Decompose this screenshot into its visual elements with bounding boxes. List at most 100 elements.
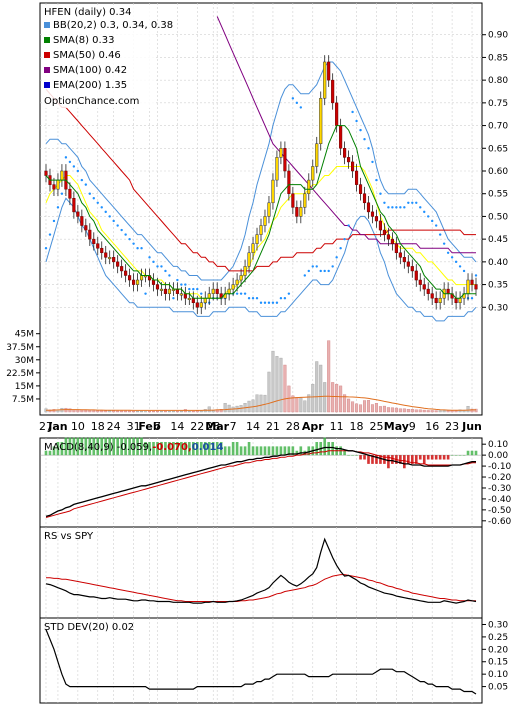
watermark-text: OptionChance.com bbox=[44, 96, 139, 107]
volume-bar bbox=[430, 410, 434, 413]
volume-bar bbox=[319, 364, 323, 413]
rs-panel bbox=[39, 526, 483, 619]
volume-bar bbox=[366, 400, 371, 413]
candle-body bbox=[183, 293, 187, 299]
volume-bar bbox=[394, 407, 398, 413]
macd-histogram-bar bbox=[259, 446, 263, 456]
volume-bar bbox=[323, 382, 327, 413]
volume-bar bbox=[311, 383, 315, 413]
macd-histogram-bar bbox=[80, 437, 84, 456]
macd-histogram-bar bbox=[287, 446, 291, 456]
candle-body bbox=[323, 61, 327, 99]
volume-bar bbox=[144, 411, 148, 413]
macd-histogram-bar bbox=[291, 446, 295, 456]
candle-body bbox=[263, 216, 267, 226]
volume-bar bbox=[191, 410, 195, 413]
x-tick-label: Apr bbox=[302, 420, 324, 433]
macd-histogram-bar bbox=[279, 446, 283, 456]
candle-body bbox=[195, 302, 199, 308]
volume-bar bbox=[187, 411, 191, 413]
trend-dot bbox=[438, 233, 442, 236]
macd-histogram-bar bbox=[454, 455, 458, 456]
macd-histogram-bar bbox=[426, 455, 430, 460]
volume-bar bbox=[303, 400, 307, 413]
volume-bar bbox=[307, 394, 311, 413]
volume-bar bbox=[247, 400, 251, 413]
candle-body bbox=[438, 297, 442, 303]
stddev-tick-label: 0.15 bbox=[488, 658, 508, 668]
chart-title: HFEN (daily) 0.34 bbox=[44, 7, 131, 18]
trend-dot bbox=[307, 269, 310, 273]
candle-body bbox=[179, 293, 183, 296]
price-tick-label: 0.80 bbox=[488, 76, 508, 86]
candle-body bbox=[175, 288, 179, 294]
candle-body bbox=[311, 166, 315, 181]
candle-body bbox=[358, 184, 363, 194]
x-tick-label: Mar bbox=[205, 420, 229, 433]
candle-body bbox=[398, 252, 402, 258]
macd-histogram-bar bbox=[231, 442, 235, 456]
macd-histogram-bar bbox=[172, 442, 175, 456]
candle-body bbox=[159, 288, 164, 291]
macd-histogram-bar bbox=[76, 437, 80, 456]
volume-bar bbox=[199, 410, 203, 413]
candle-body bbox=[343, 148, 347, 158]
macd-histogram-bar bbox=[458, 455, 462, 456]
trend-dot bbox=[184, 283, 187, 286]
x-tick-label: May bbox=[384, 420, 409, 433]
trend-dot bbox=[116, 224, 119, 227]
candle-body bbox=[155, 284, 160, 290]
trend-dot bbox=[442, 242, 446, 245]
macd-histogram-bar bbox=[96, 437, 100, 456]
macd-histogram-bar bbox=[275, 446, 279, 456]
trend-dot bbox=[311, 265, 314, 268]
volume-bar bbox=[116, 410, 120, 413]
candle-body bbox=[52, 184, 56, 190]
macd-tick-label: -0.20 bbox=[488, 473, 512, 483]
volume-bar bbox=[179, 410, 183, 413]
candle-body bbox=[271, 179, 275, 204]
candle-body bbox=[88, 229, 92, 240]
volume-bar bbox=[207, 406, 211, 413]
candle-body bbox=[430, 293, 434, 299]
candle-body bbox=[68, 188, 72, 199]
volume-bar bbox=[446, 410, 450, 413]
trend-dot bbox=[450, 256, 454, 259]
trend-dot bbox=[379, 192, 382, 195]
candle-body bbox=[307, 179, 311, 194]
macd-histogram-bar bbox=[124, 437, 127, 456]
trend-dot bbox=[144, 292, 147, 295]
trend-dot bbox=[180, 283, 183, 286]
trend-dot bbox=[172, 297, 175, 300]
macd-histogram-bar bbox=[410, 455, 414, 464]
macd-histogram-bar bbox=[72, 437, 76, 456]
volume-bar bbox=[295, 397, 299, 413]
macd-histogram-bar bbox=[223, 446, 227, 456]
macd-histogram-bar bbox=[176, 442, 179, 456]
macd-histogram-bar bbox=[251, 446, 255, 456]
volume-bar bbox=[52, 409, 56, 413]
candle-body bbox=[422, 284, 426, 290]
volume-bar bbox=[251, 399, 255, 413]
macd-histogram-bar bbox=[184, 442, 187, 456]
trend-dot bbox=[48, 233, 52, 236]
macd-histogram-bar bbox=[188, 442, 191, 456]
macd-histogram-bar bbox=[446, 455, 450, 460]
legend-entry: SMA(50) 0.46 bbox=[53, 50, 121, 61]
legend-background bbox=[42, 5, 154, 108]
trend-dot bbox=[299, 106, 303, 109]
volume-bar bbox=[390, 407, 394, 413]
bb-upper-line bbox=[45, 61, 477, 281]
macd-tick-label: -0.10 bbox=[488, 462, 512, 472]
trend-dot bbox=[319, 269, 322, 273]
macd-histogram-bar bbox=[52, 446, 56, 456]
rs-title: RS vs SPY bbox=[44, 531, 94, 542]
candle-body bbox=[100, 247, 104, 254]
macd-histogram-bar bbox=[307, 446, 311, 456]
candle-body bbox=[151, 279, 156, 285]
macd-histogram-bar bbox=[399, 455, 402, 464]
trend-dot bbox=[255, 297, 259, 300]
legend-entry: SMA(100) 0.42 bbox=[53, 65, 127, 76]
x-tick-label: 27 bbox=[39, 420, 53, 433]
volume-bar bbox=[100, 410, 104, 413]
